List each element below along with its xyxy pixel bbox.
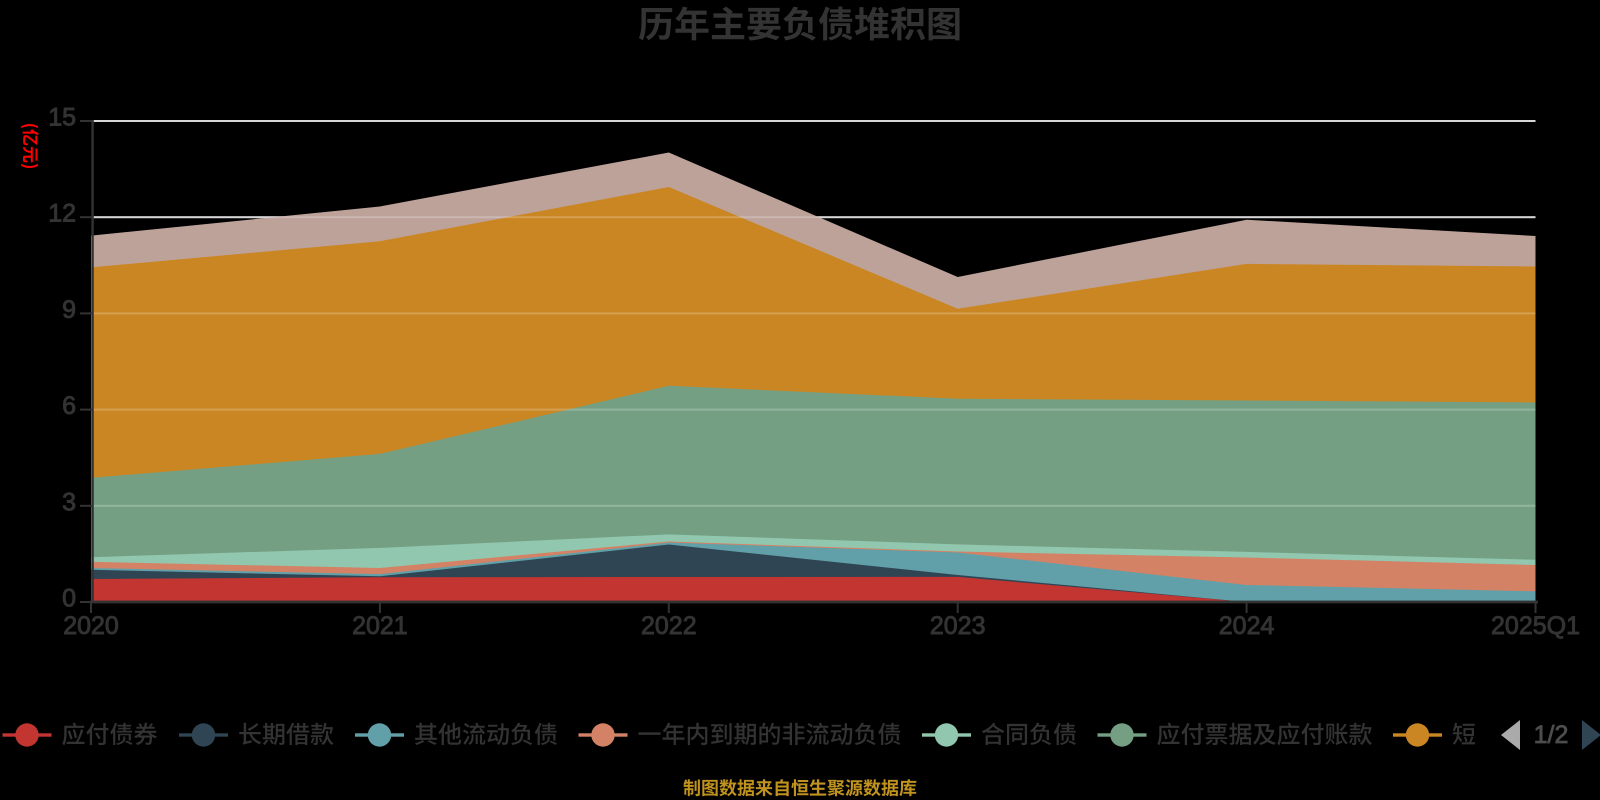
svg-text:2023: 2023	[930, 612, 986, 640]
svg-text:1/2: 1/2	[1534, 721, 1569, 749]
svg-text:9: 9	[62, 296, 76, 324]
svg-text:2022: 2022	[641, 612, 697, 640]
svg-text:15: 15	[48, 104, 76, 132]
svg-text:2024: 2024	[1219, 612, 1275, 640]
svg-text:2020: 2020	[63, 612, 119, 640]
svg-text:0: 0	[62, 585, 76, 613]
svg-text:2021: 2021	[352, 612, 408, 640]
svg-text:12: 12	[48, 200, 76, 228]
svg-text:3: 3	[62, 488, 76, 516]
svg-text:6: 6	[62, 392, 76, 420]
svg-text:2025Q1: 2025Q1	[1491, 612, 1580, 640]
